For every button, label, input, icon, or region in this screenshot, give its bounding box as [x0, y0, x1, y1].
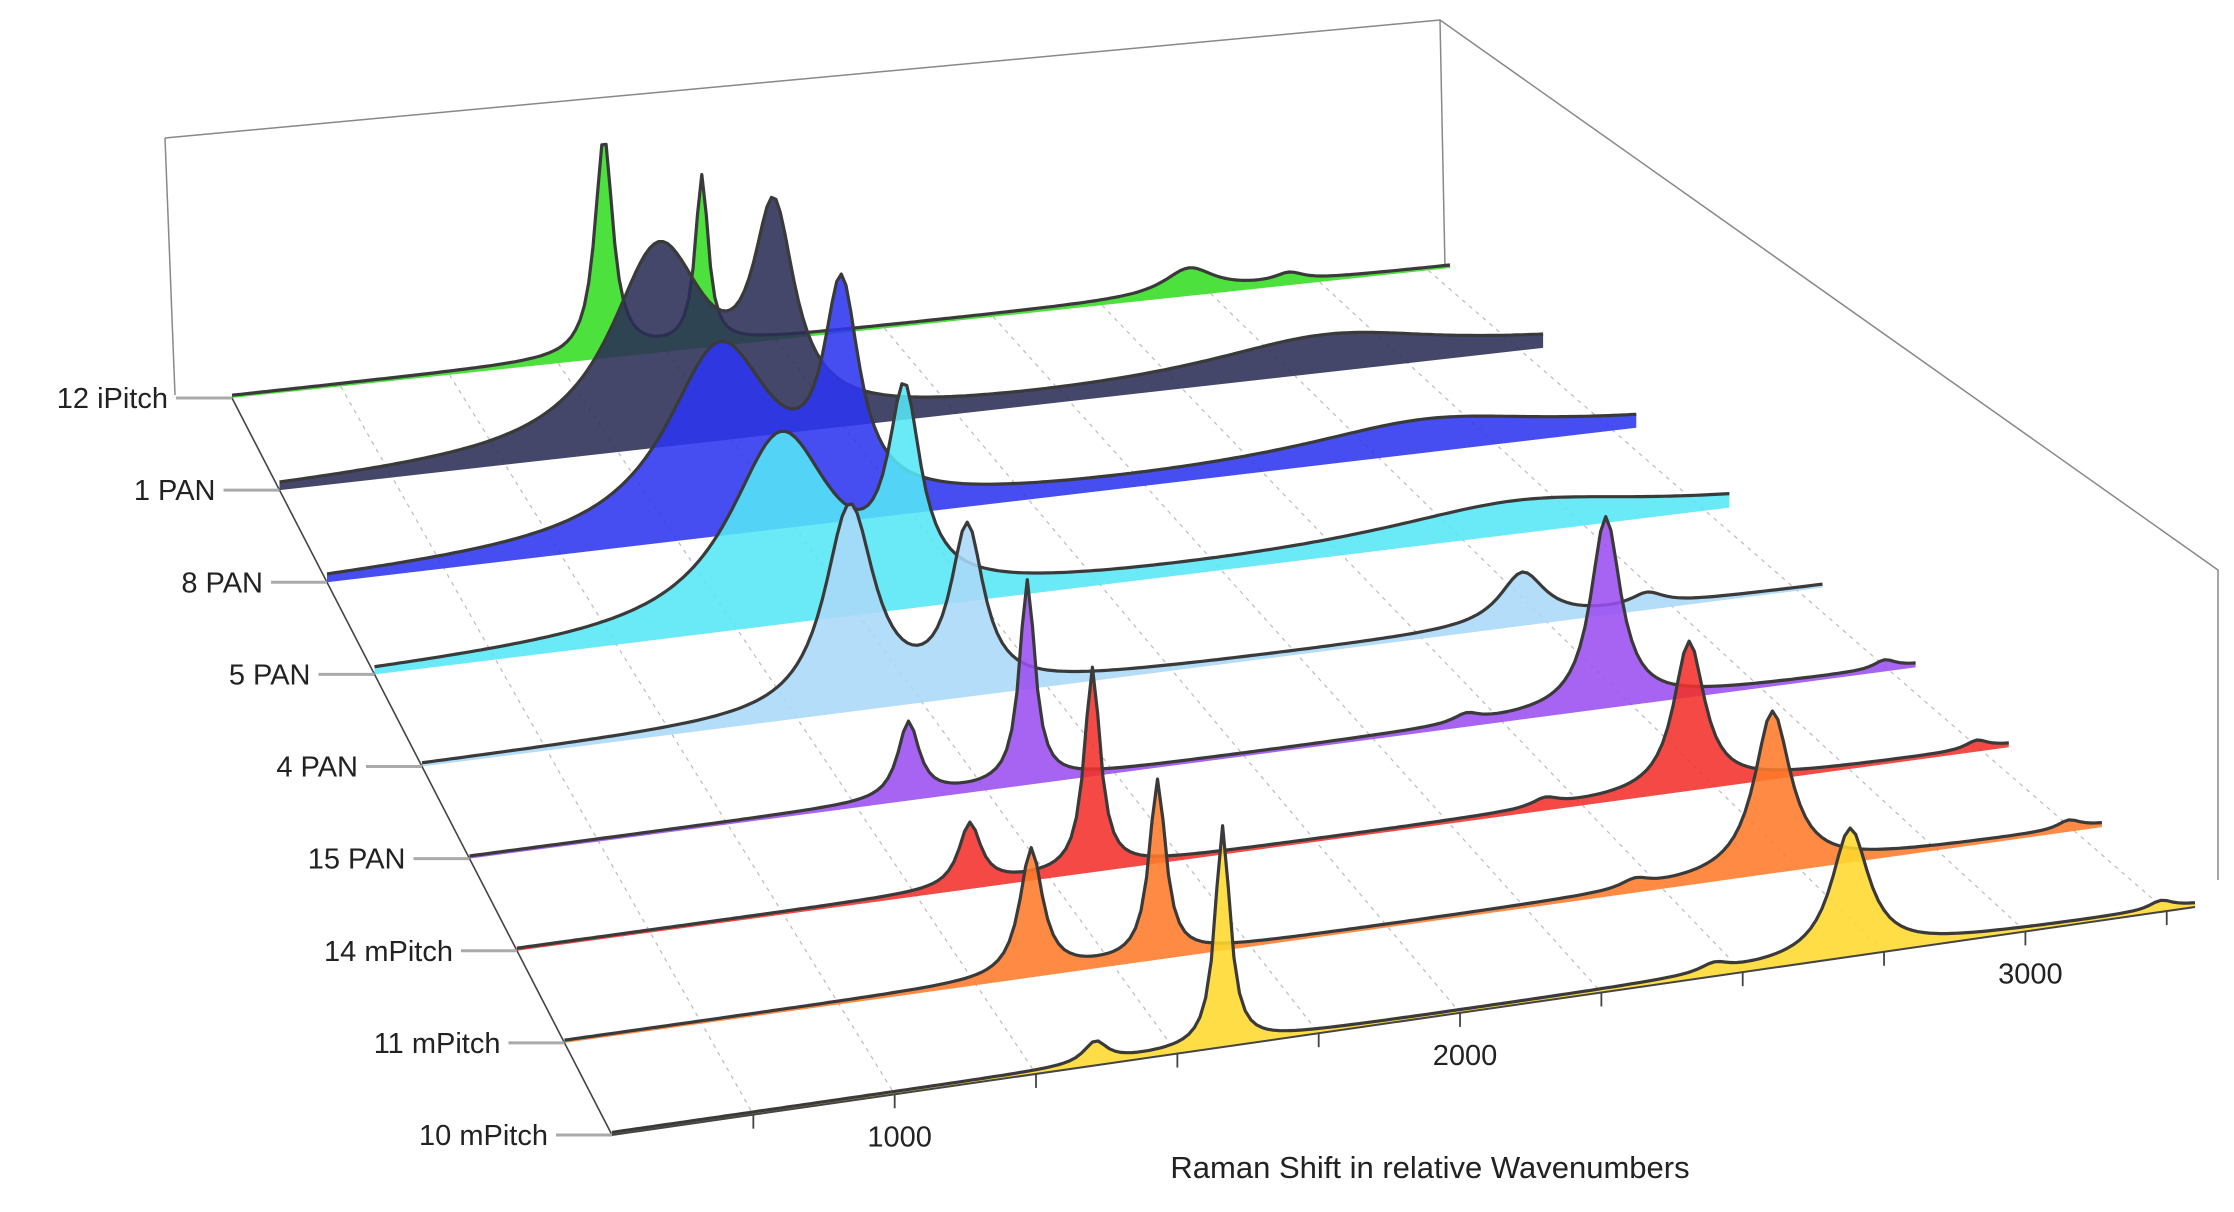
series-line [326, 272, 1637, 576]
grid-line [557, 362, 1037, 1075]
series-label: 14 mPitch [324, 936, 453, 968]
series-label: 1 PAN [134, 475, 216, 507]
series-label: 12 iPitch [57, 383, 168, 415]
series-labels: 12 iPitch 1 PAN 8 PAN 5 PAN 4 PAN 15 PAN 14 mP… [57, 383, 612, 1152]
box-left-edge [164, 137, 176, 396]
series-label: 10 mPitch [419, 1120, 548, 1152]
series-fill [374, 383, 1730, 675]
series-9 [611, 824, 2196, 1135]
series-6 [469, 514, 1916, 859]
series-fill [612, 825, 2195, 1135]
series-group [231, 142, 2196, 1135]
series-fill [279, 197, 1544, 491]
series-fill [327, 274, 1637, 583]
box-back-edge [1439, 19, 1446, 269]
series-label: 15 PAN [308, 844, 406, 876]
plot-box [164, 19, 2219, 880]
series-4 [374, 382, 1730, 675]
x-axis-title: Raman Shift in relative Wavenumbers [1170, 1150, 1689, 1185]
floor-front-edge [611, 906, 2196, 1136]
series-3 [326, 272, 1637, 583]
series-2 [279, 195, 1544, 491]
x-tick-label: 2000 [1433, 1040, 1498, 1072]
series-line [279, 195, 1544, 484]
series-fill [422, 504, 1823, 767]
x-tick-label: 1000 [867, 1121, 932, 1153]
series-label: 8 PAN [181, 567, 263, 599]
series-label: 4 PAN [276, 752, 358, 784]
box-top-edge [164, 19, 2219, 880]
x-ticks: 1000 2000 3000 [752, 911, 2168, 1153]
x-tick-label: 3000 [1998, 958, 2063, 990]
grid-line [1101, 304, 1744, 973]
grid-line [992, 316, 1602, 993]
series-line [611, 824, 2196, 1134]
series-line [469, 514, 1916, 858]
grid-line [448, 374, 896, 1095]
series-label: 11 mPitch [374, 1028, 501, 1060]
series-fill [469, 516, 1916, 859]
series-line [374, 382, 1730, 669]
grid-line [1319, 281, 2026, 932]
series-label: 5 PAN [229, 659, 311, 691]
